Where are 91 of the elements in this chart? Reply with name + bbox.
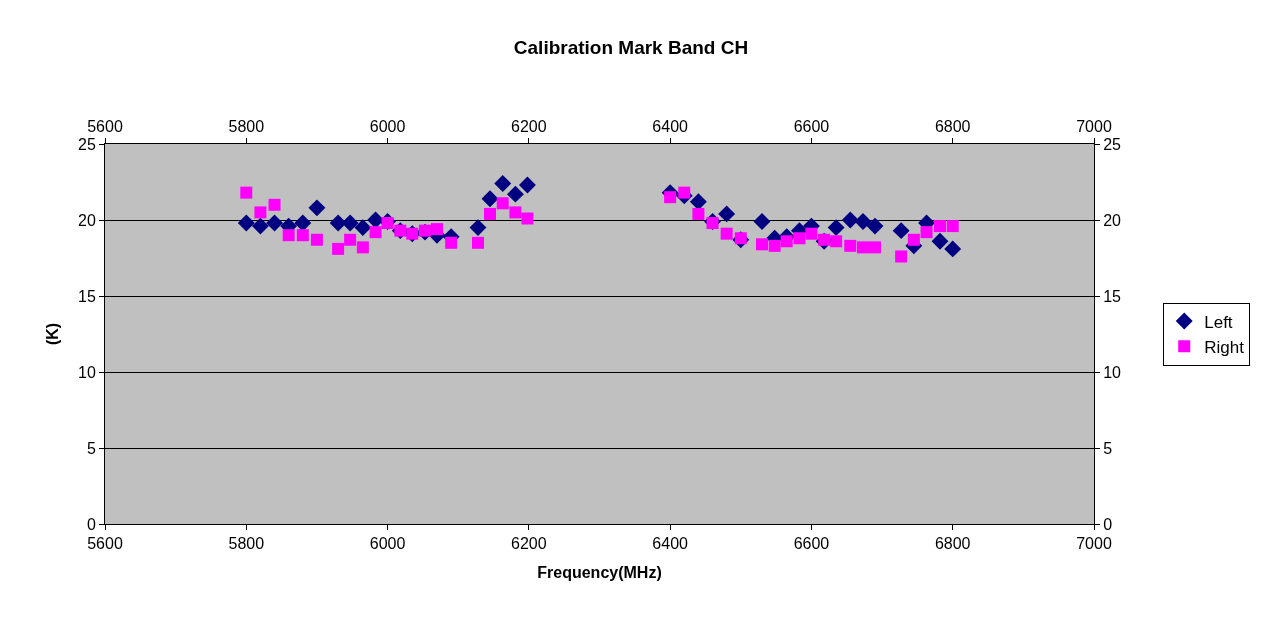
x-tick-label: 6000 <box>369 117 406 135</box>
point <box>445 236 458 249</box>
point <box>844 239 857 252</box>
y2-tick-label: 0 <box>1103 515 1113 533</box>
x-tick-label: 5800 <box>228 117 265 135</box>
point <box>506 185 524 203</box>
chart-title: Calibration Mark Band CH <box>513 37 749 59</box>
point <box>827 219 845 237</box>
point <box>310 233 323 246</box>
point <box>720 227 733 240</box>
point <box>344 233 357 246</box>
point <box>369 226 382 239</box>
x2-tick-label: 6400 <box>652 535 689 553</box>
point <box>354 219 372 237</box>
point <box>946 220 959 233</box>
point <box>518 176 536 194</box>
point <box>484 207 496 220</box>
y2-tick-label: 25 <box>1103 135 1122 153</box>
point <box>268 198 281 211</box>
point <box>768 239 781 252</box>
y-tick-label: 5 <box>86 439 96 457</box>
x2-tick-label: 6800 <box>934 535 971 553</box>
x2-tick-label: 6000 <box>369 535 406 553</box>
y2-tick-label: 10 <box>1103 363 1122 381</box>
x2-tick-label: 6600 <box>793 535 830 553</box>
point <box>282 229 295 242</box>
point <box>496 197 509 210</box>
point <box>296 229 309 242</box>
point <box>841 211 859 229</box>
point <box>892 222 910 240</box>
point <box>419 224 432 237</box>
point <box>431 223 444 236</box>
point <box>509 206 522 219</box>
x-tick-label: 6600 <box>793 117 830 135</box>
point <box>254 206 267 219</box>
x2-tick-label: 5600 <box>87 535 123 553</box>
y-tick-label: 10 <box>78 363 96 381</box>
y-tick-label: 0 <box>86 515 96 533</box>
point <box>481 190 499 208</box>
x-tick-label: 5600 <box>87 117 123 135</box>
point <box>755 238 768 251</box>
x2-tick-label: 7000 <box>1076 535 1112 553</box>
point <box>866 217 884 235</box>
point <box>706 217 719 230</box>
x-tick-label: 7000 <box>1076 117 1112 135</box>
point <box>830 235 843 248</box>
x-axis-title: Frequency(MHz) <box>537 563 662 581</box>
point <box>381 217 394 230</box>
point <box>664 191 677 204</box>
point <box>934 220 946 233</box>
point <box>920 226 933 239</box>
point <box>869 241 882 254</box>
y2-tick-label: 5 <box>1103 439 1113 457</box>
legend-label: Left <box>1204 312 1233 332</box>
y2-tick-label: 15 <box>1103 287 1122 305</box>
point <box>678 186 691 199</box>
point <box>692 207 705 220</box>
y-axis-title: (K) <box>43 322 61 346</box>
point <box>753 213 771 230</box>
point <box>469 219 487 237</box>
x2-tick-label: 6200 <box>511 535 547 553</box>
point <box>718 205 736 223</box>
point <box>854 213 872 230</box>
point <box>308 199 326 217</box>
point <box>895 250 908 263</box>
legend-label: Right <box>1204 337 1245 357</box>
point <box>356 241 369 254</box>
point <box>793 232 806 245</box>
point <box>494 175 512 192</box>
x-tick-label: 6400 <box>652 117 689 135</box>
y2-tick-label: 20 <box>1103 211 1122 229</box>
point <box>240 186 253 199</box>
x2-tick-label: 5800 <box>228 535 265 553</box>
point <box>931 232 949 250</box>
point <box>944 240 962 258</box>
x-tick-label: 6200 <box>511 117 547 135</box>
point <box>857 241 869 254</box>
point <box>251 217 269 235</box>
point <box>907 233 920 246</box>
y-tick-label: 25 <box>78 135 96 153</box>
point <box>332 242 345 255</box>
point <box>266 214 283 232</box>
y-tick-label: 20 <box>78 211 96 229</box>
point <box>471 236 484 249</box>
point <box>521 212 534 225</box>
point <box>780 235 793 248</box>
x-tick-label: 6800 <box>934 117 971 135</box>
point <box>237 214 255 232</box>
point <box>294 214 312 232</box>
point <box>805 227 818 240</box>
y-tick-label: 15 <box>78 287 96 305</box>
